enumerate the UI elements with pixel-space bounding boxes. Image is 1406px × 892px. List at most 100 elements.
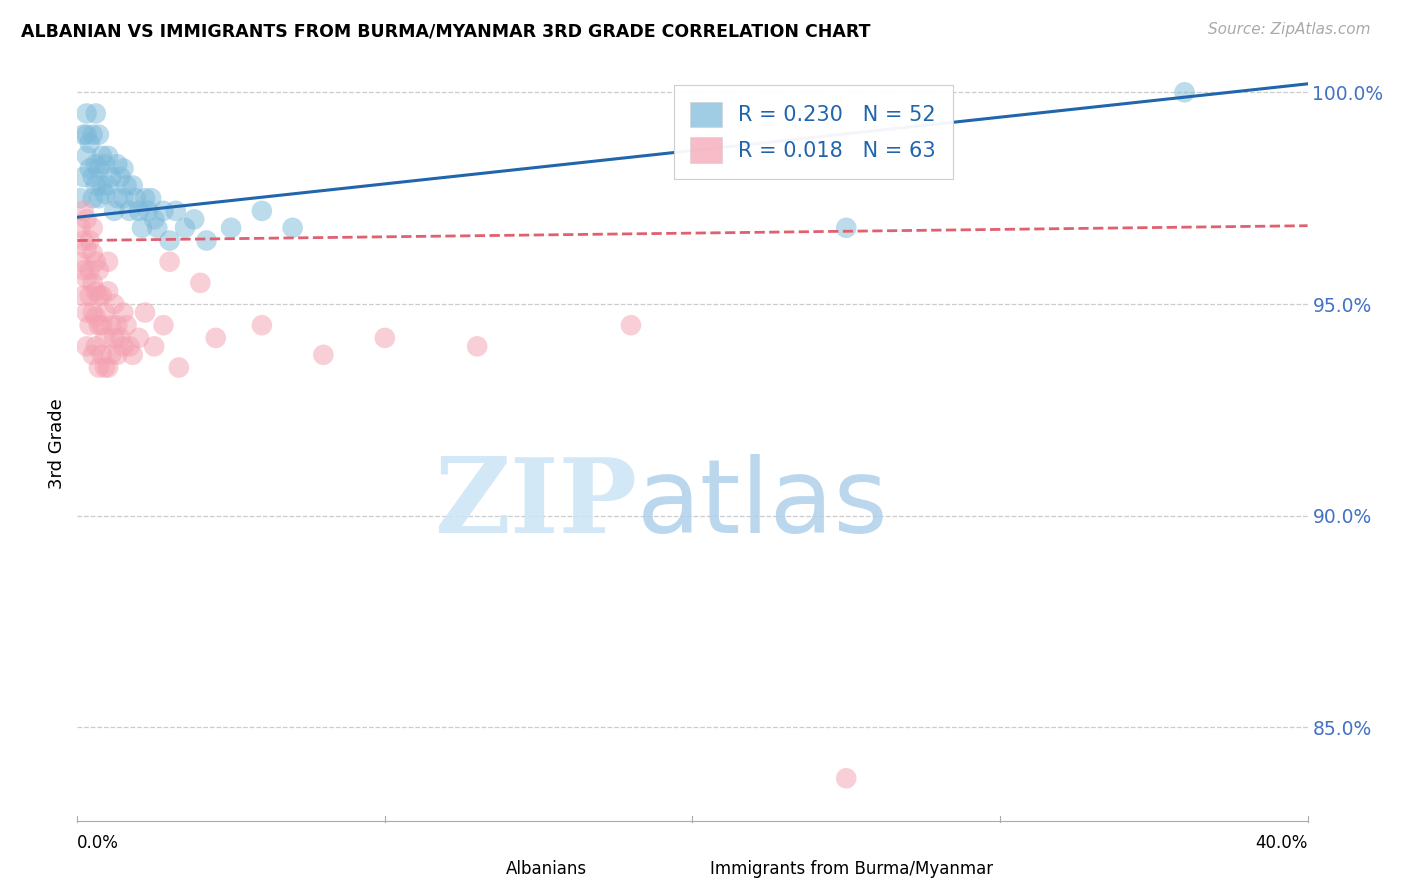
Point [143,339,166,353]
Point [195,234,218,248]
Text: ZIP: ZIP [434,453,637,555]
Point [76,305,98,319]
Point [188,276,212,290]
Point [79,318,101,333]
Point [112,191,135,205]
Point [159,254,181,268]
Point [76,212,98,227]
Text: Source: ZipAtlas.com: Source: ZipAtlas.com [1208,22,1371,37]
Point [84,285,107,299]
Point [84,157,107,171]
Point [79,288,101,302]
Point [152,318,174,333]
Point [128,203,150,218]
Point [204,331,226,345]
Point [72,263,94,277]
Point [112,305,135,319]
Point [84,106,107,120]
Point [90,318,114,333]
Point [121,348,143,362]
Point [76,128,98,142]
Point [84,339,107,353]
Point [97,178,120,193]
Point [94,186,117,201]
Point [100,318,122,333]
Text: Albanians: Albanians [506,860,588,878]
Point [72,128,94,142]
Point [79,263,101,277]
Point [87,128,110,142]
Point [312,348,335,362]
Point [72,234,94,248]
Point [82,169,104,184]
Point [134,191,156,205]
Point [82,305,104,319]
Point [121,178,143,193]
Point [835,220,858,235]
Point [131,220,153,235]
Point [105,318,128,333]
Point [141,191,163,205]
Legend: R = 0.230   N = 52, R = 0.018   N = 63: R = 0.230 N = 52, R = 0.018 N = 63 [673,85,953,179]
Point [250,203,273,218]
Point [72,169,94,184]
Point [374,331,396,345]
Point [69,220,91,235]
Point [112,161,135,176]
Point [69,254,91,268]
Point [105,348,128,362]
Point [82,191,104,205]
Point [76,242,98,256]
Point [112,339,135,353]
Point [72,288,94,302]
Point [76,106,98,120]
Point [82,246,104,260]
Point [87,318,110,333]
Point [97,254,120,268]
Y-axis label: 3rd Grade: 3rd Grade [48,399,66,489]
Point [103,331,125,345]
Point [82,276,104,290]
Point [835,772,858,786]
Point [82,128,104,142]
Point [100,169,122,184]
Point [136,203,159,218]
Point [87,263,110,277]
Text: 40.0%: 40.0% [1256,834,1308,852]
Point [620,318,643,333]
Point [87,360,110,375]
Point [79,161,101,176]
Point [79,234,101,248]
Point [159,234,181,248]
Point [103,203,125,218]
Point [105,157,128,171]
Text: 0.0%: 0.0% [77,834,120,852]
Point [97,149,120,163]
Point [82,220,104,235]
Text: Immigrants from Burma/Myanmar: Immigrants from Burma/Myanmar [710,860,993,878]
Point [143,212,166,227]
Point [110,169,132,184]
Point [167,360,190,375]
Point [94,305,117,319]
Point [146,220,169,235]
Point [100,348,122,362]
Point [115,318,138,333]
Point [79,136,101,150]
Point [115,178,138,193]
Point [125,191,148,205]
Point [152,203,174,218]
Point [84,178,107,193]
Point [97,285,120,299]
Point [82,348,104,362]
Point [72,203,94,218]
Point [110,331,132,345]
Point [90,178,114,193]
Point [97,360,120,375]
Point [94,331,117,345]
Point [219,220,242,235]
Point [1174,85,1197,99]
Point [90,288,114,302]
Point [465,339,488,353]
Point [76,149,98,163]
